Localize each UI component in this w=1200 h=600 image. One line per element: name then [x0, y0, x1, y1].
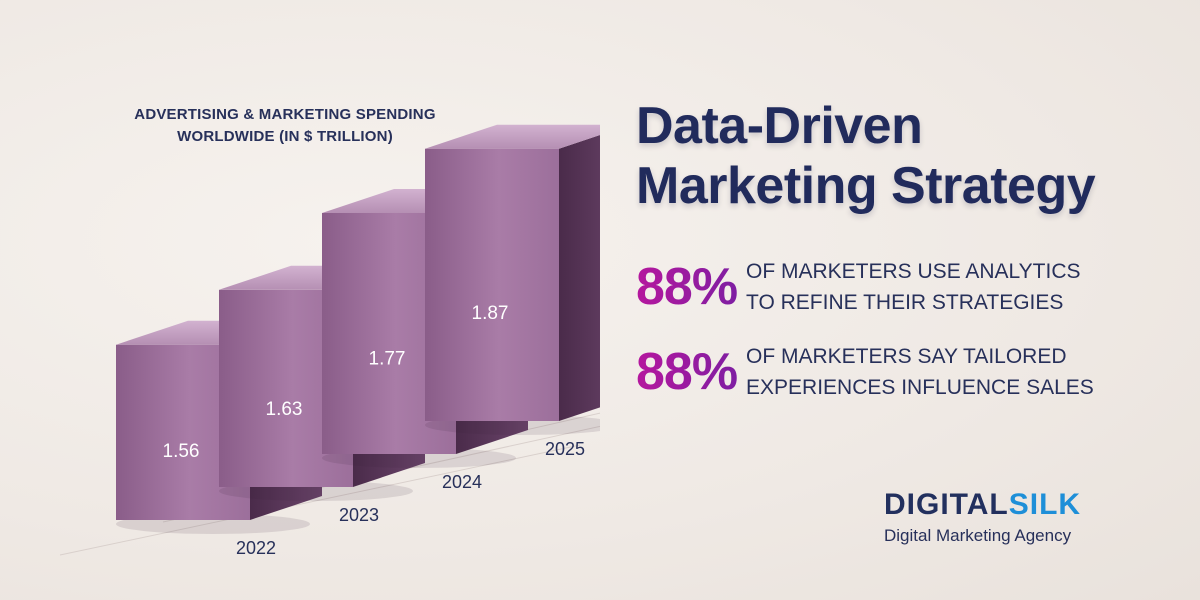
headline-line-1: Data-Driven [636, 97, 923, 155]
brand-name-part1: DIGITAL [884, 488, 1009, 521]
headline: Data-Driven Marketing Strategy [636, 96, 1096, 216]
bar-category-label: 2023 [339, 505, 379, 525]
bar-value-label: 1.77 [369, 349, 406, 370]
bar-value-label: 1.56 [163, 441, 200, 462]
bar-category-label: 2022 [236, 538, 276, 558]
bar-value-label: 1.87 [472, 303, 509, 324]
chart-title: ADVERTISING & MARKETING SPENDING WORLDWI… [134, 106, 436, 145]
stat-tailored-experiences: 88% OF MARKETERS SAY TAILORED EXPERIENCE… [636, 341, 1094, 403]
bar-category-label: 2025 [545, 439, 585, 459]
stat-text-line: OF MARKETERS SAY TAILORED [746, 345, 1067, 368]
stat-text-line: EXPERIENCES INFLUENCE SALES [746, 376, 1094, 399]
stat-percent: 88% [636, 344, 746, 400]
brand-logo: DIGITALSILK Digital Marketing Agency [884, 488, 1081, 546]
brand-name: DIGITALSILK [884, 488, 1081, 522]
stat-text: OF MARKETERS USE ANALYTICS TO REFINE THE… [746, 256, 1081, 318]
bar-top-face [425, 124, 600, 149]
stat-text-line: TO REFINE THEIR STRATEGIES [746, 291, 1064, 314]
brand-tagline: Digital Marketing Agency [884, 526, 1072, 545]
bar-chart: 1.56 2022 1.63 2023 1.77 2024 1.87 2025 [59, 124, 600, 558]
stat-percent: 88% [636, 259, 746, 315]
bar-front-face [425, 148, 559, 421]
brand-name-part2: SILK [1008, 488, 1082, 521]
headline-line-2: Marketing Strategy [636, 157, 1096, 215]
bar-value-label: 1.63 [266, 399, 303, 420]
bar-2025: 1.87 2025 [425, 124, 600, 459]
stat-analytics: 88% OF MARKETERS USE ANALYTICS TO REFINE… [636, 256, 1081, 318]
floor-grid-line [59, 444, 581, 556]
bar-side-face [559, 135, 600, 421]
bar-category-label: 2024 [442, 472, 482, 492]
stat-text: OF MARKETERS SAY TAILORED EXPERIENCES IN… [746, 341, 1094, 403]
stat-text-line: OF MARKETERS USE ANALYTICS [746, 260, 1081, 283]
